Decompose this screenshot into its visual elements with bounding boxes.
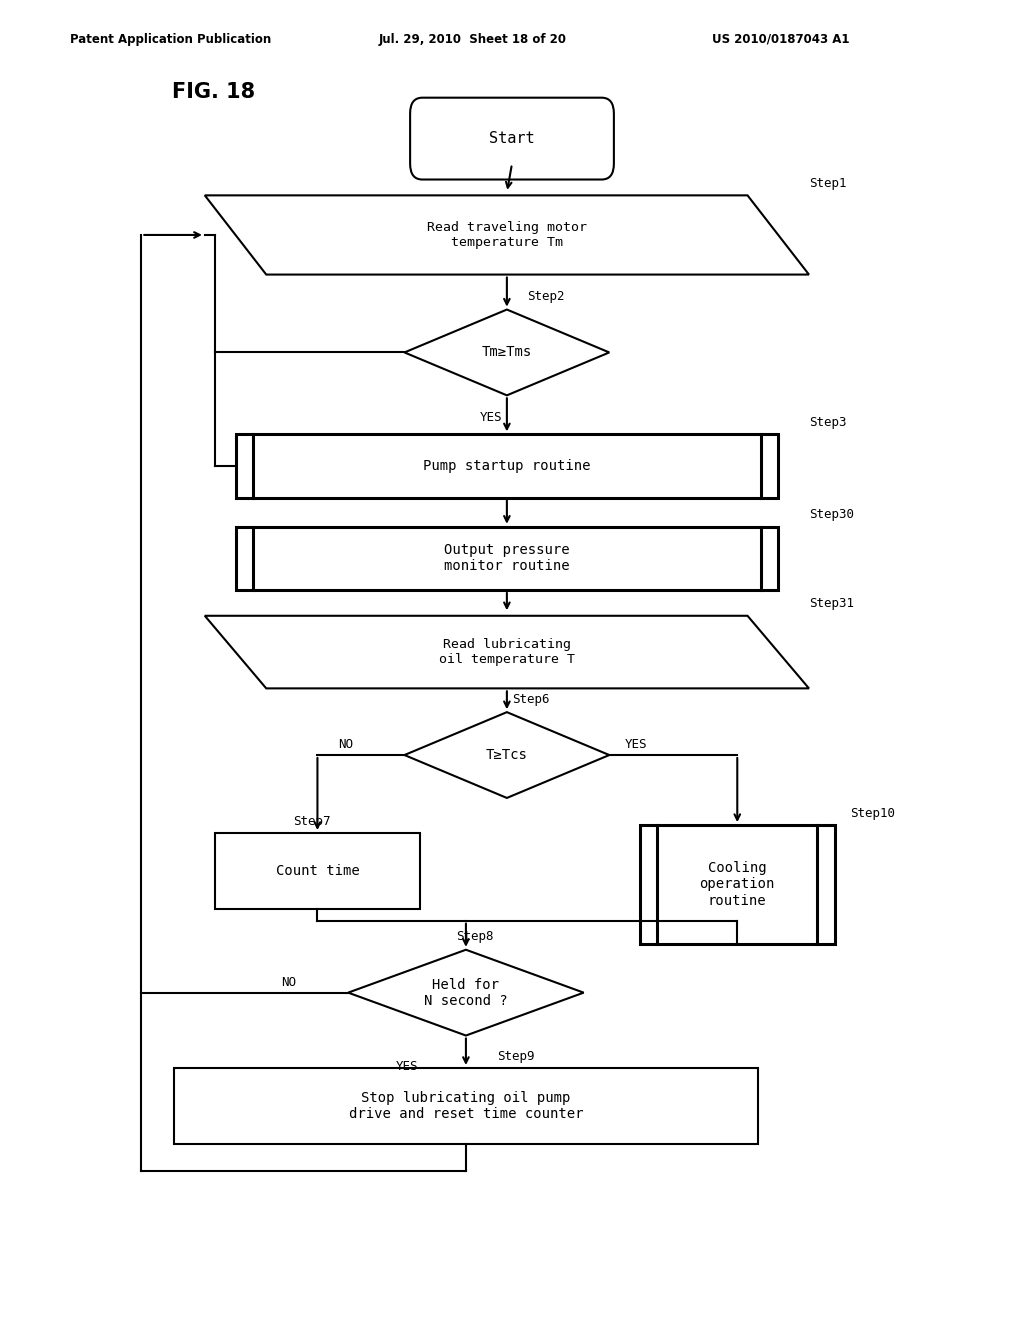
Text: Stop lubricating oil pump
drive and reset time counter: Stop lubricating oil pump drive and rese… bbox=[348, 1092, 584, 1121]
Text: NO: NO bbox=[338, 738, 353, 751]
Text: Output pressure
monitor routine: Output pressure monitor routine bbox=[444, 544, 569, 573]
Polygon shape bbox=[348, 950, 584, 1035]
Text: Read lubricating
oil temperature T: Read lubricating oil temperature T bbox=[439, 638, 574, 667]
Text: Count time: Count time bbox=[275, 865, 359, 878]
Text: Step9: Step9 bbox=[497, 1049, 535, 1063]
Text: Step31: Step31 bbox=[809, 598, 854, 610]
Text: Step10: Step10 bbox=[850, 807, 895, 820]
FancyBboxPatch shape bbox=[410, 98, 613, 180]
Text: Step3: Step3 bbox=[809, 416, 847, 429]
Text: Step7: Step7 bbox=[294, 814, 331, 828]
Text: Held for
N second ?: Held for N second ? bbox=[424, 978, 508, 1007]
Bar bbox=[236, 434, 778, 498]
Text: Step1: Step1 bbox=[809, 177, 847, 190]
Bar bbox=[640, 825, 835, 944]
Text: Step6: Step6 bbox=[512, 693, 550, 705]
Bar bbox=[174, 1068, 758, 1144]
Text: Patent Application Publication: Patent Application Publication bbox=[70, 33, 271, 46]
Polygon shape bbox=[205, 195, 809, 275]
Text: Step30: Step30 bbox=[809, 508, 854, 521]
Text: YES: YES bbox=[625, 738, 647, 751]
Text: Cooling
operation
routine: Cooling operation routine bbox=[699, 861, 775, 908]
Polygon shape bbox=[205, 615, 809, 689]
Text: FIG. 18: FIG. 18 bbox=[172, 82, 255, 103]
Text: YES: YES bbox=[396, 1060, 418, 1072]
Text: NO: NO bbox=[282, 975, 297, 989]
Text: Tm≥Tms: Tm≥Tms bbox=[481, 346, 532, 359]
Text: Pump startup routine: Pump startup routine bbox=[423, 459, 591, 473]
Text: Step8: Step8 bbox=[456, 931, 494, 942]
Text: Jul. 29, 2010  Sheet 18 of 20: Jul. 29, 2010 Sheet 18 of 20 bbox=[379, 33, 567, 46]
Polygon shape bbox=[404, 713, 609, 797]
Text: T≥Tcs: T≥Tcs bbox=[486, 748, 527, 762]
Text: Start: Start bbox=[489, 131, 535, 147]
Text: US 2010/0187043 A1: US 2010/0187043 A1 bbox=[712, 33, 849, 46]
Bar bbox=[215, 833, 420, 909]
Text: Step2: Step2 bbox=[527, 290, 565, 304]
Text: YES: YES bbox=[480, 412, 503, 425]
Text: Read traveling motor
temperature Tm: Read traveling motor temperature Tm bbox=[427, 220, 587, 249]
Polygon shape bbox=[404, 310, 609, 396]
Bar bbox=[236, 527, 778, 590]
